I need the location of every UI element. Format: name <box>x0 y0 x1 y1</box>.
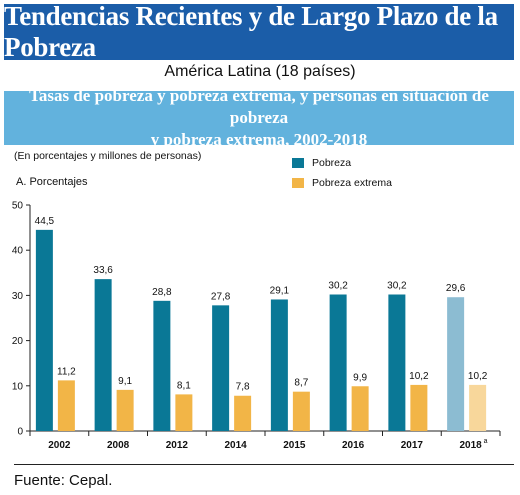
y-tick-label: 20 <box>12 336 24 347</box>
bar-pobreza-extrema <box>116 389 134 431</box>
bar-pobreza-extrema <box>292 391 310 431</box>
chart-title-panel: Tasas de pobreza y pobreza extrema, y pe… <box>4 86 514 149</box>
x-tick-footnote-marker: a <box>484 438 488 445</box>
units-note: (En porcentajes y millones de personas) <box>14 150 202 162</box>
data-label-pobreza: 27,8 <box>211 291 231 302</box>
bar-pobreza-extrema <box>410 384 428 431</box>
x-tick-label: 2017 <box>401 440 424 451</box>
bar-pobreza-extrema <box>351 386 369 431</box>
y-tick-label: 50 <box>12 201 24 212</box>
x-tick-label: 2008 <box>107 440 130 451</box>
source-note: Fuente: Cepal. <box>14 472 113 489</box>
legend-swatch-pobreza <box>292 158 304 168</box>
data-label-pobreza-extrema: 10,2 <box>409 371 429 382</box>
x-tick-label: 2015 <box>283 440 306 451</box>
bar-pobreza <box>94 279 112 431</box>
y-tick-label: 30 <box>12 291 24 302</box>
bar-pobreza-extrema <box>234 395 252 431</box>
data-label-pobreza-extrema: 9,1 <box>118 376 132 387</box>
data-label-pobreza: 30,2 <box>328 280 348 291</box>
bar-pobreza <box>153 300 171 431</box>
data-label-pobreza-extrema: 9,9 <box>353 372 367 383</box>
bar-pobreza-extrema <box>469 384 487 431</box>
x-tick-label: 2014 <box>225 440 248 451</box>
legend-label-pobreza: Pobreza <box>312 157 352 169</box>
data-label-pobreza: 33,6 <box>93 265 113 276</box>
bar-pobreza-extrema <box>175 394 193 431</box>
bar-pobreza <box>447 297 465 431</box>
x-tick-label: 2016 <box>342 440 365 451</box>
data-label-pobreza-extrema: 10,2 <box>468 371 488 382</box>
legend-item-pobreza-extrema: Pobreza extrema <box>292 177 392 189</box>
region-subtitle: América Latina (18 países) <box>164 63 356 80</box>
data-label-pobreza: 44,5 <box>35 216 55 227</box>
bar-pobreza-extrema <box>57 380 75 431</box>
x-tick-label: 2018 <box>460 440 483 451</box>
bar-pobreza <box>270 299 288 431</box>
data-label-pobreza: 29,1 <box>270 285 290 296</box>
chart-title-line-2: y pobreza extrema, 2002-2018 <box>150 130 368 149</box>
y-tick-label: 40 <box>12 246 24 257</box>
bar-pobreza <box>329 294 347 431</box>
data-label-pobreza: 30,2 <box>387 280 407 291</box>
bar-pobreza <box>388 294 406 431</box>
data-label-pobreza: 29,6 <box>446 283 466 294</box>
data-label-pobreza-extrema: 11,2 <box>57 366 76 377</box>
legend-item-pobreza: Pobreza <box>292 157 351 169</box>
legend-label-pobreza-extrema: Pobreza extrema <box>312 177 392 189</box>
data-label-pobreza-extrema: 8,1 <box>177 380 191 391</box>
data-label-pobreza: 28,8 <box>152 287 172 298</box>
section-label: A. Porcentajes <box>16 176 88 188</box>
chart-title-line-1: Tasas de pobreza y pobreza extrema, y pe… <box>29 86 489 127</box>
legend-swatch-pobreza-extrema <box>292 178 304 188</box>
bar-pobreza <box>35 229 53 431</box>
main-title: Tendencias Recientes y de Largo Plazo de… <box>4 1 498 62</box>
bar-pobreza <box>212 305 230 431</box>
x-tick-label: 2012 <box>166 440 189 451</box>
y-tick-label: 0 <box>17 427 23 438</box>
x-tick-label: 2002 <box>48 440 71 451</box>
data-label-pobreza-extrema: 8,7 <box>294 378 308 389</box>
data-label-pobreza-extrema: 7,8 <box>236 382 250 393</box>
y-tick-label: 10 <box>12 381 24 392</box>
footer-rule <box>14 464 514 465</box>
main-title-banner: Tendencias Recientes y de Largo Plazo de… <box>4 1 514 62</box>
